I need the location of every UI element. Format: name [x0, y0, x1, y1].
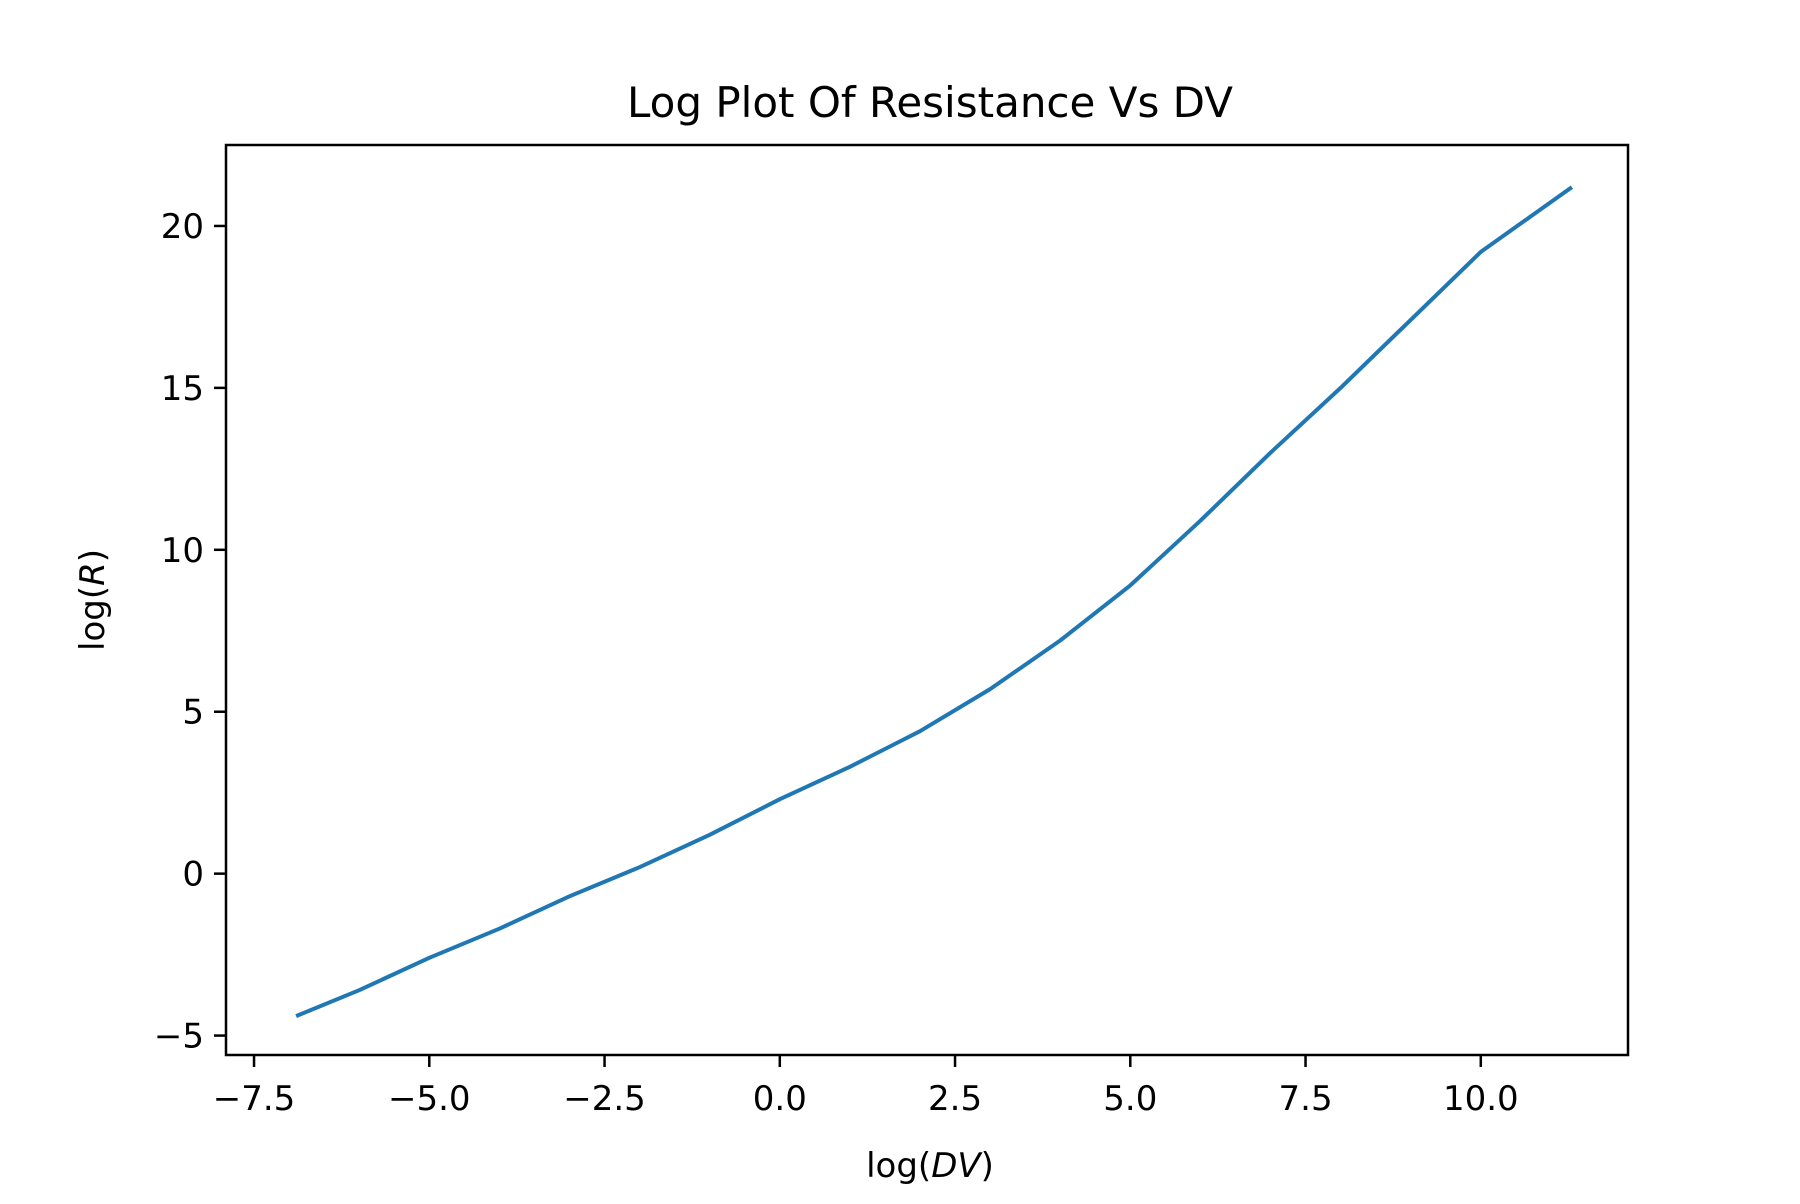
x-tick-label: −5.0	[388, 1079, 471, 1119]
x-tick-label: −2.5	[563, 1079, 646, 1119]
y-tick-label: 15	[161, 369, 204, 409]
x-tick-label: 7.5	[1279, 1079, 1333, 1119]
x-axis: −7.5 −5.0 −2.5 0.0 2.5 5.0 7.5 10.0	[213, 1055, 1519, 1119]
y-tick-label: −5	[154, 1017, 204, 1057]
plot-frame	[224, 143, 1630, 1057]
x-tick-label: −7.5	[213, 1079, 296, 1119]
x-tick-label: 2.5	[928, 1079, 982, 1119]
x-tick-label: 5.0	[1103, 1079, 1157, 1119]
x-tick-label: 10.0	[1443, 1079, 1519, 1119]
y-tick-label: 5	[182, 693, 204, 733]
plot-area	[295, 185, 1574, 1018]
chart-title: Log Plot Of Resistance Vs DV	[627, 78, 1233, 127]
y-tick-label: 20	[161, 207, 204, 247]
x-axis-label: log(DV)	[866, 1146, 994, 1186]
y-tick-label: 10	[161, 531, 204, 571]
series-line	[295, 185, 1574, 1018]
y-tick-label: 0	[182, 855, 204, 895]
y-axis-label: log(R)	[73, 549, 113, 651]
y-axis: −5 0 5 10 15 20	[154, 207, 226, 1057]
x-tick-label: 0.0	[753, 1079, 807, 1119]
